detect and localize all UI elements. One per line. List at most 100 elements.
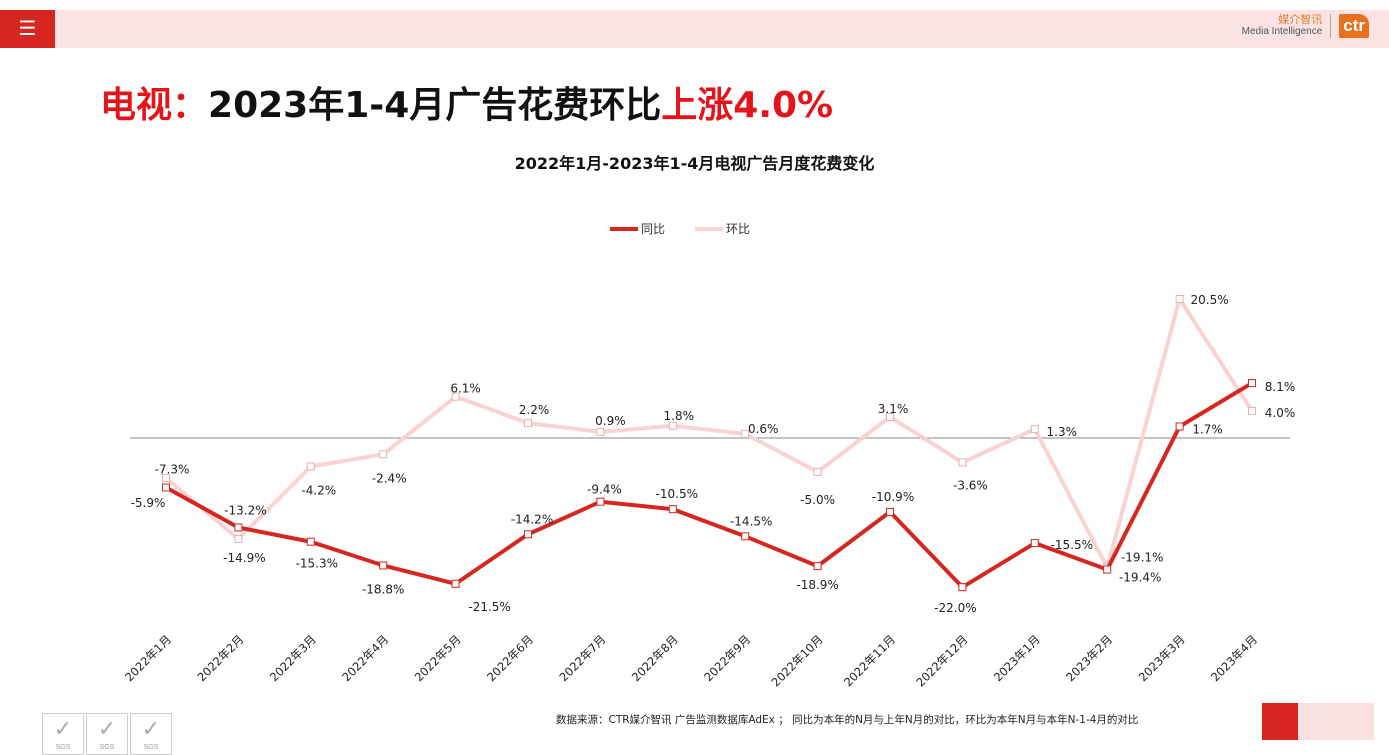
data-point-yoy — [1248, 379, 1256, 388]
data-label-mom: 4.0% — [1265, 406, 1296, 420]
data-point-yoy — [1103, 565, 1112, 574]
sgs-label: SGS — [99, 744, 115, 751]
data-point-mom — [886, 412, 894, 421]
x-tick-label: 2022年8月 — [629, 632, 681, 684]
title-main: 2023年1-4月广告花费环比 — [208, 85, 662, 126]
sgs-logo: ✓ SGS — [42, 713, 84, 755]
data-label-mom: -4.2% — [301, 483, 336, 497]
data-label-yoy: 8.1% — [1265, 380, 1296, 394]
check-icon: ✓ — [53, 716, 73, 741]
data-label-yoy: 1.7% — [1192, 422, 1223, 436]
data-label-mom: -14.9% — [223, 551, 265, 565]
logo-divider — [1330, 14, 1332, 38]
chart-title: 2022年1月-2023年1-4月电视广告月度花费变化 — [514, 154, 875, 173]
data-label-yoy: -13.2% — [224, 503, 266, 517]
data-label-mom: 1.8% — [664, 409, 695, 423]
menu-button[interactable]: ☰ — [0, 10, 55, 48]
sgs-logo: ✓ SGS — [86, 713, 128, 755]
x-tick-label: 2022年3月 — [267, 632, 319, 684]
data-label-yoy: -10.5% — [656, 487, 698, 501]
x-tick-label: 2023年3月 — [1136, 632, 1188, 684]
x-tick-label: 2023年4月 — [1208, 632, 1260, 684]
chart-legend: 同比 环比 — [610, 220, 750, 237]
data-point-mom — [1030, 425, 1039, 434]
data-point-yoy — [886, 507, 894, 516]
data-label-yoy: -18.8% — [362, 582, 404, 596]
data-point-mom — [162, 474, 170, 483]
ctr-logo: 媒介智讯 Media Intelligence ctr — [1242, 14, 1369, 38]
data-label-mom: -19.1% — [1121, 550, 1163, 564]
data-point-yoy — [379, 561, 388, 570]
data-point-mom — [451, 392, 460, 401]
sgs-logo: ✓ SGS — [130, 713, 172, 755]
check-icon: ✓ — [97, 716, 117, 741]
data-point-yoy — [1030, 539, 1039, 548]
data-point-yoy — [1175, 422, 1184, 431]
data-point-mom — [306, 462, 315, 471]
x-tick-label: 2022年5月 — [412, 632, 464, 684]
data-point-yoy — [668, 505, 677, 514]
x-tick-label: 2022年4月 — [339, 632, 391, 684]
data-label-yoy: -14.5% — [730, 514, 772, 528]
page-title: 电视：2023年1-4月广告花费环比上涨4.0% — [100, 76, 833, 128]
sgs-label: SGS — [55, 744, 71, 751]
data-label-mom: 0.9% — [595, 414, 626, 428]
data-label-yoy: -18.9% — [796, 578, 838, 592]
data-point-yoy — [741, 532, 750, 541]
data-label-yoy: -9.4% — [587, 483, 622, 497]
title-highlight: 上涨4.0% — [661, 85, 834, 126]
data-label-mom: -3.6% — [953, 478, 988, 492]
x-tick-label: 2022年9月 — [701, 632, 753, 684]
series-line-mom — [164, 297, 1254, 570]
x-tick-label: 2023年1月 — [991, 632, 1043, 684]
data-point-mom — [234, 535, 243, 544]
data-label-yoy: -14.2% — [511, 512, 553, 526]
data-point-yoy — [451, 579, 460, 588]
data-point-mom — [1248, 406, 1256, 415]
data-label-yoy: -21.5% — [468, 600, 510, 614]
data-source-note: 数据来源：CTR媒介智讯 广告监测数据库AdEx ； 同比为本年的N月与上年N月… — [556, 714, 1139, 726]
data-label-mom: -2.4% — [372, 471, 407, 485]
data-label-mom: 2.2% — [519, 403, 550, 417]
data-point-mom — [668, 421, 677, 430]
x-tick-label: 2022年12月 — [913, 632, 970, 689]
data-point-mom — [813, 467, 822, 476]
data-point-yoy — [162, 483, 170, 492]
data-label-mom: 20.5% — [1191, 293, 1229, 307]
footer-pink-block — [1298, 703, 1374, 740]
data-point-mom — [1175, 295, 1184, 304]
data-label-mom: 3.1% — [878, 402, 909, 416]
legend-item-yoy[interactable]: 同比 — [610, 220, 665, 237]
title-prefix: 电视： — [100, 85, 209, 126]
legend-label-yoy: 同比 — [641, 222, 666, 236]
x-tick-label: 2022年11月 — [841, 632, 898, 689]
data-label-yoy: -10.9% — [872, 490, 914, 504]
data-point-mom — [958, 458, 967, 467]
data-label-mom: 6.1% — [450, 382, 481, 396]
logo-mark: ctr — [1339, 14, 1369, 38]
data-point-yoy — [306, 537, 315, 546]
legend-swatch-mom — [695, 226, 724, 231]
hamburger-icon: ☰ — [18, 18, 37, 40]
data-label-yoy: -15.5% — [1051, 538, 1093, 552]
series-line-yoy — [165, 381, 1254, 590]
x-tick-label: 2022年1月 — [122, 632, 174, 684]
data-point-yoy — [524, 530, 532, 539]
footer-red-block — [1262, 703, 1298, 740]
sgs-label: SGS — [143, 744, 159, 751]
data-label-mom: -5.9% — [131, 496, 166, 510]
legend-label-mom: 环比 — [726, 222, 751, 236]
logo-cn: 媒介智讯 — [1278, 14, 1323, 26]
legend-item-mom[interactable]: 环比 — [695, 220, 750, 237]
x-tick-label: 2022年7月 — [556, 632, 608, 684]
data-point-mom — [596, 427, 605, 436]
data-label-yoy: -19.4% — [1119, 571, 1161, 585]
data-point-mom — [524, 419, 532, 428]
data-label-mom: 0.6% — [748, 422, 779, 436]
data-point-yoy — [958, 583, 967, 592]
data-point-yoy — [596, 497, 605, 506]
x-tick-label: 2022年2月 — [194, 632, 246, 684]
x-tick-label: 2022年10月 — [769, 632, 826, 689]
data-point-mom — [379, 450, 388, 459]
